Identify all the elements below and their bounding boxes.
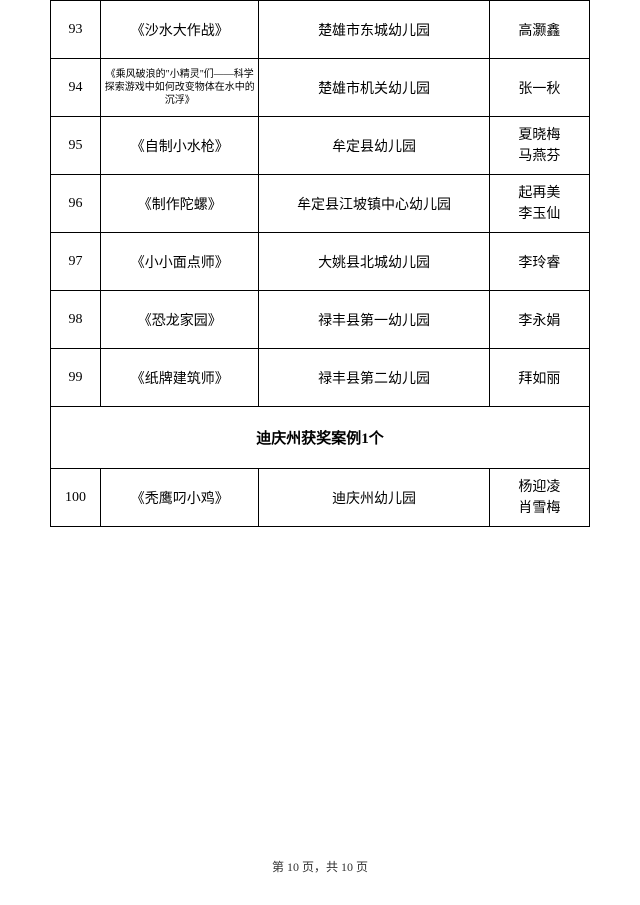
row-author: 夏晓梅马燕芬 [489, 117, 589, 175]
row-org: 大姚县北城幼儿园 [259, 233, 489, 291]
row-org: 楚雄市东城幼儿园 [259, 1, 489, 59]
table-row: 100《秃鹰叼小鸡》迪庆州幼儿园杨迎凌肖雪梅 [51, 469, 590, 527]
row-org: 牟定县幼儿园 [259, 117, 489, 175]
row-title: 《小小面点师》 [101, 233, 259, 291]
award-table: 93《沙水大作战》楚雄市东城幼儿园高灏鑫94《乘风破浪的"小精灵"们——科学探索… [50, 0, 590, 527]
table-row: 99《纸牌建筑师》禄丰县第二幼儿园拜如丽 [51, 349, 590, 407]
row-org: 楚雄市机关幼儿园 [259, 59, 489, 117]
row-org: 迪庆州幼儿园 [259, 469, 489, 527]
row-author: 李玲睿 [489, 233, 589, 291]
row-author: 杨迎凌肖雪梅 [489, 469, 589, 527]
row-author: 高灏鑫 [489, 1, 589, 59]
row-number: 100 [51, 469, 101, 527]
page-footer: 第 10 页，共 10 页 [0, 858, 640, 875]
row-title: 《纸牌建筑师》 [101, 349, 259, 407]
section-header: 迪庆州获奖案例1个 [51, 407, 590, 469]
table-row: 96《制作陀螺》牟定县江坡镇中心幼儿园起再美李玉仙 [51, 175, 590, 233]
row-title: 《乘风破浪的"小精灵"们——科学探索游戏中如何改变物体在水中的沉浮》 [101, 59, 259, 117]
row-number: 95 [51, 117, 101, 175]
table-row: 95《自制小水枪》牟定县幼儿园夏晓梅马燕芬 [51, 117, 590, 175]
row-org: 禄丰县第一幼儿园 [259, 291, 489, 349]
row-number: 93 [51, 1, 101, 59]
row-number: 96 [51, 175, 101, 233]
row-title: 《沙水大作战》 [101, 1, 259, 59]
row-org: 禄丰县第二幼儿园 [259, 349, 489, 407]
table-row: 98《恐龙家园》禄丰县第一幼儿园李永娟 [51, 291, 590, 349]
row-author: 张一秋 [489, 59, 589, 117]
row-number: 97 [51, 233, 101, 291]
row-number: 98 [51, 291, 101, 349]
row-org: 牟定县江坡镇中心幼儿园 [259, 175, 489, 233]
table-row: 93《沙水大作战》楚雄市东城幼儿园高灏鑫 [51, 1, 590, 59]
section-header-row: 迪庆州获奖案例1个 [51, 407, 590, 469]
row-author: 起再美李玉仙 [489, 175, 589, 233]
row-author: 李永娟 [489, 291, 589, 349]
row-title: 《恐龙家园》 [101, 291, 259, 349]
row-title: 《制作陀螺》 [101, 175, 259, 233]
row-number: 94 [51, 59, 101, 117]
table-row: 97《小小面点师》大姚县北城幼儿园李玲睿 [51, 233, 590, 291]
row-author: 拜如丽 [489, 349, 589, 407]
row-title: 《秃鹰叼小鸡》 [101, 469, 259, 527]
page-number: 第 10 页，共 10 页 [272, 860, 368, 874]
row-number: 99 [51, 349, 101, 407]
table-row: 94《乘风破浪的"小精灵"们——科学探索游戏中如何改变物体在水中的沉浮》楚雄市机… [51, 59, 590, 117]
row-title: 《自制小水枪》 [101, 117, 259, 175]
